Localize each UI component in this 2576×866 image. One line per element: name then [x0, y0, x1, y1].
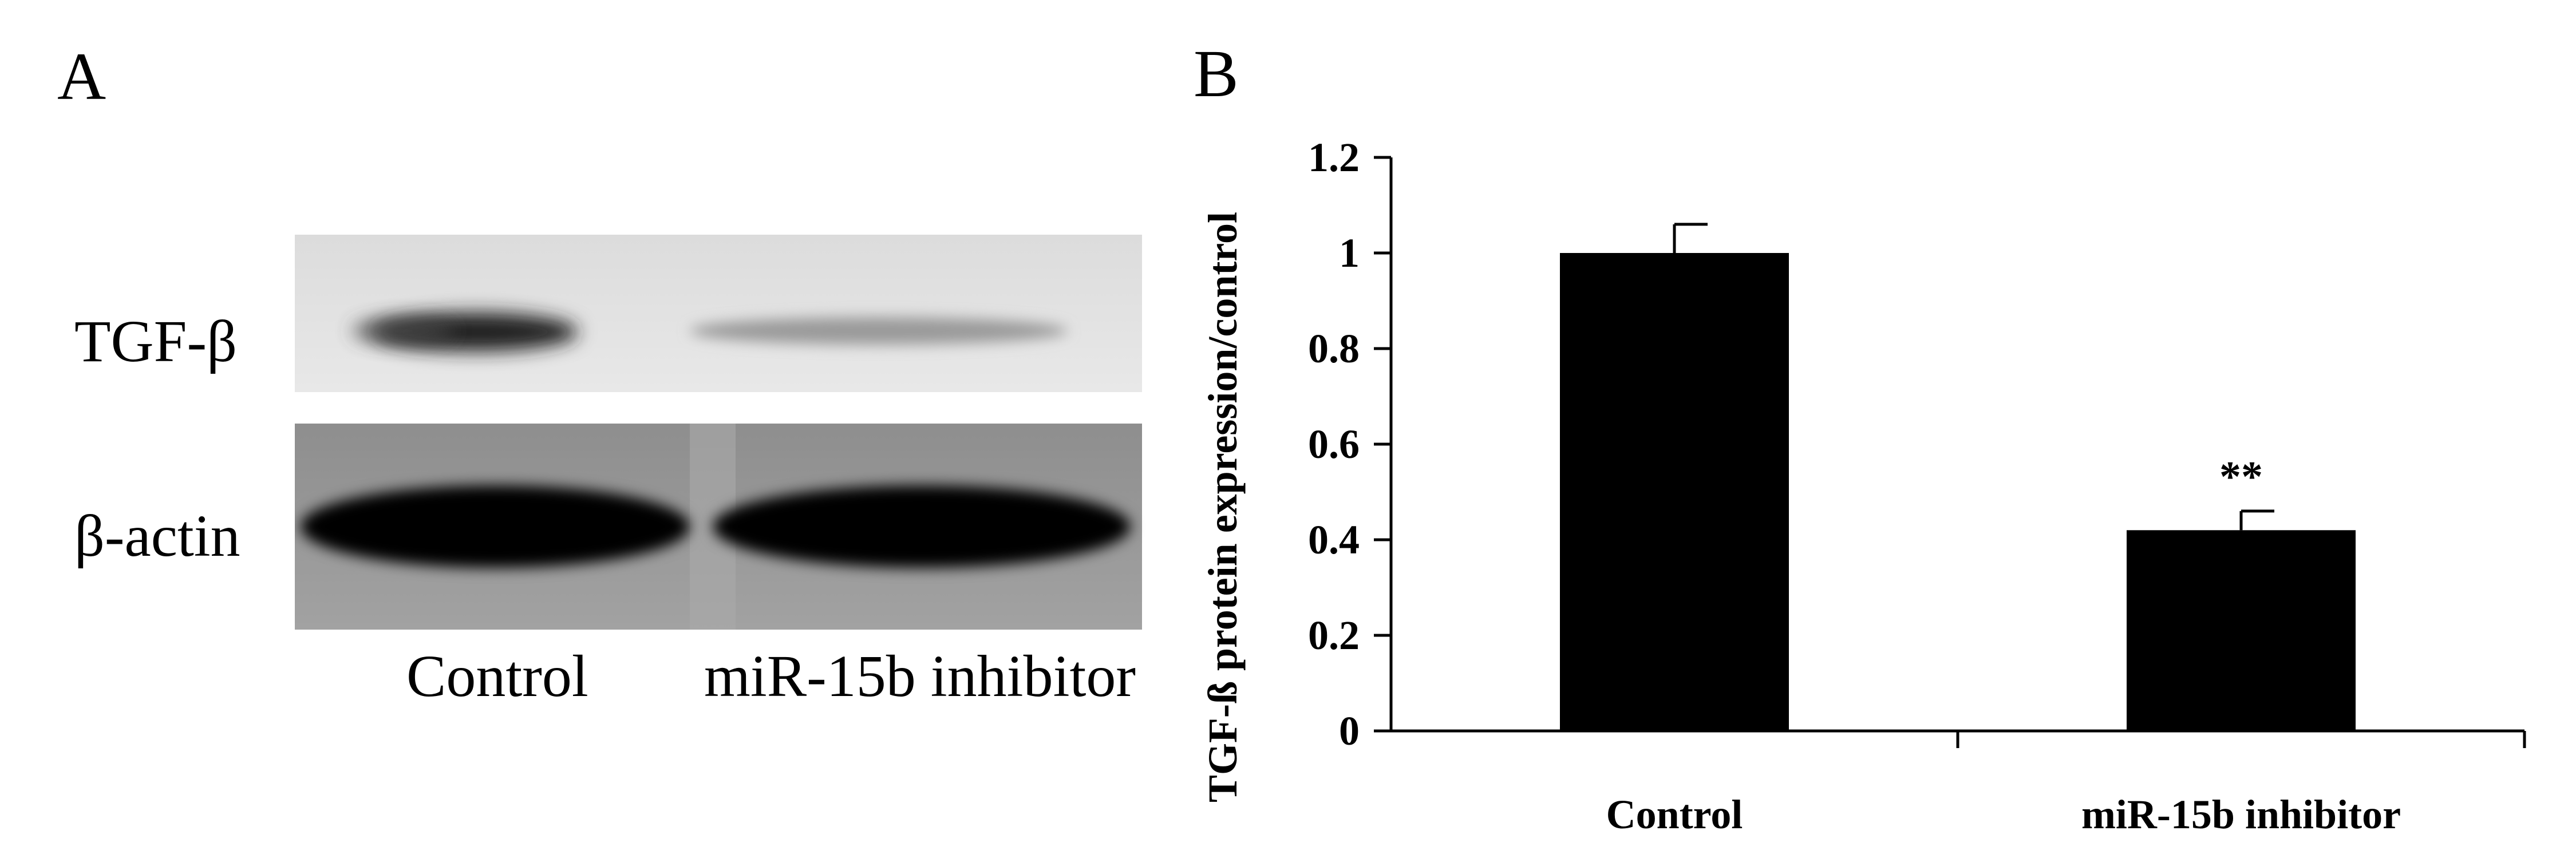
- y-tick-label: 0.6: [1308, 421, 1360, 467]
- y-tick-label: 0.8: [1308, 326, 1360, 371]
- western-blot-image: [295, 235, 1142, 630]
- y-tick-label: 0: [1339, 708, 1360, 754]
- bar-chart: 0 0.2 0.4 0.6 0.8 1 1.2 Control ** miR-15b inhibi…: [1200, 135, 2526, 837]
- bar-1: [2127, 530, 2356, 731]
- band-actin-inhibitor: [713, 485, 1131, 568]
- y-axis-label: TGF-ß protein expression/control: [1200, 212, 1246, 802]
- x-category-label-1: miR-15b inhibitor: [2081, 792, 2401, 837]
- blot-row-label-tgf-beta: TGF-β: [74, 309, 238, 374]
- y-tick-label: 0.2: [1308, 612, 1360, 658]
- y-tick-label: 0.4: [1308, 517, 1360, 563]
- panel-a-letter: A: [57, 39, 106, 114]
- blot-lane-label-control: Control: [406, 643, 588, 709]
- y-tick-label: 1: [1339, 230, 1360, 276]
- blot-lane-label-inhibitor: miR-15b inhibitor: [704, 643, 1136, 709]
- panel-b-letter: B: [1194, 36, 1239, 111]
- chart-labels: 0 0.2 0.4 0.6 0.8 1 1.2 Control ** miR-15b inhibi…: [1200, 135, 2401, 837]
- blot-strip-tgf-beta: [295, 235, 1142, 392]
- chart-bars: [1560, 223, 2356, 731]
- y-tick-label: 1.2: [1308, 135, 1360, 180]
- band-actin-control: [301, 485, 690, 568]
- bar-0: [1560, 253, 1789, 731]
- band-tgf-inhibitor: [690, 317, 1068, 345]
- x-category-label-0: Control: [1606, 792, 1743, 837]
- significance-label-1: **: [2219, 453, 2263, 501]
- blot-row-label-beta-actin: β-actin: [74, 503, 240, 569]
